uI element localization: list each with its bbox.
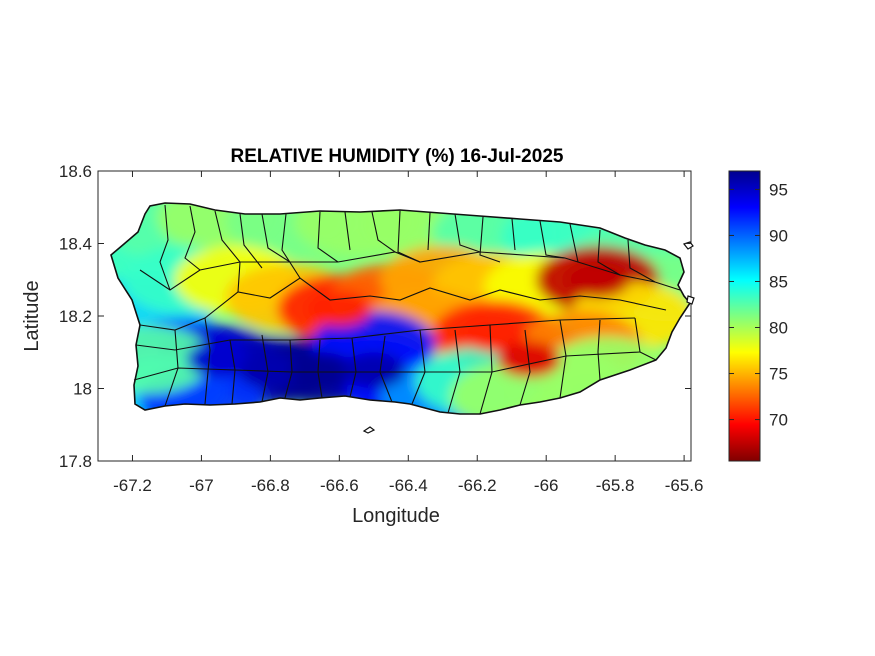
y-tick-label: 18.6 [59, 162, 92, 181]
y-axis: 18.6 18.4 18.2 18 17.8 [59, 162, 691, 471]
x-tick-label: -65.8 [596, 476, 635, 495]
municipality-border [539, 220, 566, 259]
municipality-border [239, 213, 263, 269]
municipality-border [519, 329, 531, 406]
municipality-border [511, 218, 516, 251]
islets [362, 241, 695, 434]
field-core [565, 261, 630, 298]
y-tick-label: 18.2 [59, 307, 92, 326]
municipality-border [627, 239, 656, 283]
x-tick-label: -66 [534, 476, 559, 495]
municipality-border [204, 317, 211, 405]
municipality-border [214, 210, 241, 293]
x-axis-label: Longitude [352, 505, 440, 527]
chart-title: RELATIVE HUMIDITY (%) 16-Jul-2025 [231, 146, 564, 167]
colorbar-tick-label: 80 [769, 319, 788, 338]
municipality-borders [133, 204, 681, 415]
municipality-border [139, 277, 667, 331]
municipality-border [317, 211, 339, 263]
x-tick-label: -66.8 [251, 476, 290, 495]
x-tick-label: -67 [189, 476, 214, 495]
y-tick-label: 18 [73, 380, 92, 399]
municipality-border [184, 205, 201, 271]
colorbar-tick-label: 85 [769, 272, 788, 291]
field-core [290, 352, 355, 389]
colorbar-ticks: 95 90 85 80 75 70 [729, 180, 788, 430]
y-tick-label: 18.4 [59, 235, 92, 254]
field-core [341, 352, 406, 389]
municipality-border [261, 213, 291, 263]
x-tick-label: -66.6 [320, 476, 359, 495]
x-tick-label: -66.2 [458, 476, 497, 495]
municipality-border [135, 317, 636, 351]
municipality-border [133, 351, 641, 381]
field-core [462, 316, 527, 353]
colorbar-tick-label: 75 [769, 365, 788, 384]
colorbar-tick-label: 70 [769, 411, 788, 430]
colorbar-tick-label: 90 [769, 226, 788, 245]
colorbar-tick-label: 95 [769, 180, 788, 199]
municipality-border [569, 223, 579, 263]
field-core [238, 352, 303, 389]
municipality-border [427, 212, 431, 251]
islet [686, 295, 695, 305]
municipality-border [159, 204, 171, 291]
municipality-border [344, 211, 351, 251]
municipality-border [479, 216, 501, 263]
y-tick-label: 17.8 [59, 452, 92, 471]
x-axis: -67.2 -67 -66.8 -66.6 -66.4 -66.2 -66 -65.8 -65.… [113, 171, 703, 495]
x-tick-label: -67.2 [113, 476, 152, 495]
municipality-border [597, 229, 621, 276]
municipality-border [371, 211, 396, 253]
municipality-border [597, 319, 601, 381]
field-core [307, 290, 372, 327]
municipality-border [261, 334, 269, 403]
municipality-border [139, 251, 681, 291]
y-axis-label: Latitude [21, 280, 43, 351]
islet [362, 426, 376, 434]
x-tick-label: -65.6 [665, 476, 704, 495]
municipality-border [281, 213, 301, 279]
x-tick-label: -66.4 [389, 476, 428, 495]
municipality-border [454, 213, 481, 253]
colorbar [728, 170, 761, 462]
